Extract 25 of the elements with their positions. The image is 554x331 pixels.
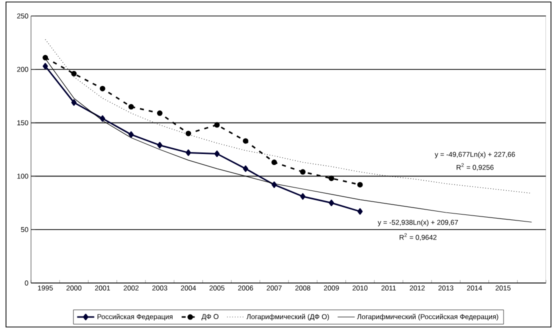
point [357, 182, 363, 188]
point [328, 176, 334, 182]
point [100, 115, 106, 122]
point [42, 62, 48, 70]
point [157, 110, 163, 116]
point [71, 70, 77, 76]
point [242, 138, 248, 144]
point [272, 181, 277, 188]
point [271, 160, 277, 166]
point [42, 54, 48, 60]
point [328, 200, 334, 206]
line-series [45, 39, 532, 194]
point [214, 150, 220, 158]
point [300, 193, 306, 200]
point [71, 99, 77, 106]
point [186, 130, 192, 136]
point [100, 86, 106, 92]
point [214, 122, 220, 128]
point [157, 142, 162, 148]
point [128, 131, 134, 138]
point [357, 208, 363, 215]
point [242, 165, 248, 172]
point [300, 169, 306, 175]
point [186, 149, 191, 156]
point [128, 104, 134, 110]
